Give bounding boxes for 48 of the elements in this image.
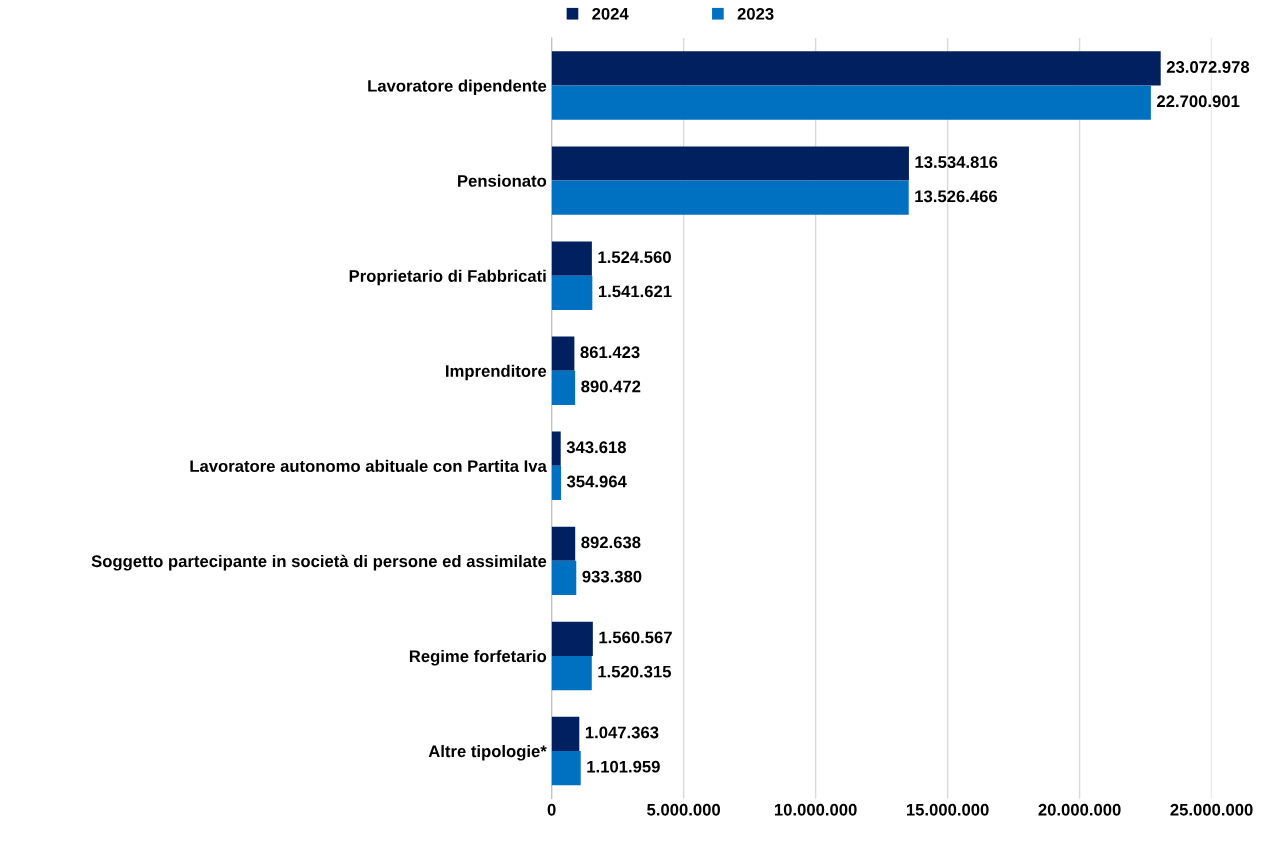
- bar: [551, 275, 593, 310]
- legend-label: 2023: [737, 7, 774, 20]
- bar: [551, 560, 577, 596]
- bar: [551, 241, 592, 276]
- data-label: 933.380: [582, 570, 642, 583]
- bar: [551, 370, 576, 405]
- y-tick-label: Altre tipologie*: [428, 744, 547, 761]
- data-label: 861.423: [580, 346, 640, 359]
- bar: [551, 526, 576, 561]
- data-label: 13.526.466: [915, 190, 998, 203]
- data-label: 892.638: [581, 536, 641, 549]
- data-label: 1.101.959: [587, 760, 660, 773]
- bar: [551, 431, 561, 466]
- data-label: 1.541.621: [598, 285, 672, 298]
- data-label: 23.072.978: [1166, 61, 1250, 73]
- x-tick-label: 25.000.000: [1170, 803, 1253, 816]
- y-tick-label: Lavoratore autonomo abituale con Partita Iva: [190, 459, 547, 473]
- x-tick-label: 15.000.000: [906, 803, 989, 816]
- x-tick-label: 10.000.000: [774, 803, 857, 816]
- legend-label: 2024: [592, 7, 629, 20]
- bar: [551, 336, 575, 371]
- x-tick-label: 5.000.000: [647, 803, 721, 816]
- bar: [551, 716, 580, 751]
- bar: [551, 51, 1161, 86]
- y-tick-label: Soggetto partecipante in società di persone ed assimilate: [91, 554, 547, 571]
- bar: [551, 180, 909, 215]
- bar: [551, 85, 1151, 120]
- data-label: 354.964: [566, 475, 627, 488]
- bar: [551, 146, 909, 181]
- data-label: 13.534.816: [915, 156, 998, 168]
- data-label: 343.618: [566, 441, 626, 454]
- data-label: 22.700.901: [1157, 95, 1240, 108]
- data-label: 1.524.560: [598, 251, 671, 264]
- data-label: 890.472: [581, 380, 641, 393]
- y-tick-label: Lavoratore dipendente: [368, 79, 547, 96]
- data-label: 1.560.567: [599, 631, 672, 644]
- x-tick-label: 0: [547, 803, 556, 816]
- y-tick-label: Pensionato: [458, 174, 547, 187]
- y-tick-label: Proprietario di Fabbricati: [349, 269, 546, 286]
- bar: [551, 621, 593, 656]
- data-label: 1.520.315: [598, 665, 672, 678]
- x-tick-label: 20.000.000: [1038, 803, 1121, 816]
- bar: [551, 750, 581, 786]
- data-label: 1.047.363: [585, 726, 659, 739]
- bar: [551, 465, 562, 501]
- y-tick-label: Regime forfetario: [409, 649, 547, 666]
- bar: [551, 655, 592, 691]
- y-tick-label: Imprenditore: [446, 364, 547, 381]
